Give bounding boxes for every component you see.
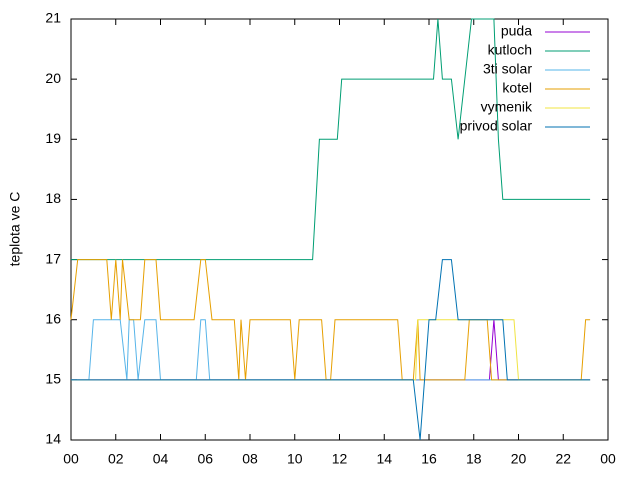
x-tick-label: 10 <box>287 451 303 467</box>
legend-label: kutloch <box>488 42 532 58</box>
y-tick-label: 14 <box>45 431 61 447</box>
series-line <box>71 259 591 441</box>
x-tick-label: 04 <box>153 451 169 467</box>
series-line <box>71 319 591 381</box>
x-tick-label: 00 <box>600 451 616 467</box>
series-line <box>70 259 591 381</box>
y-tick-label: 21 <box>45 10 61 26</box>
x-tick-label: 06 <box>197 451 213 467</box>
x-tick-label: 18 <box>466 451 482 467</box>
y-tick-label: 20 <box>45 70 61 86</box>
x-tick-label: 12 <box>332 451 348 467</box>
x-tick-label: 16 <box>421 451 437 467</box>
series-line <box>71 18 591 261</box>
y-tick-label: 17 <box>45 250 61 266</box>
y-tick-label: 18 <box>45 190 61 206</box>
series-line <box>71 319 591 381</box>
y-tick-label: 15 <box>45 371 61 387</box>
x-tick-label: 08 <box>242 451 258 467</box>
legend-label: puda <box>501 23 532 39</box>
x-tick-label: 14 <box>376 451 392 467</box>
x-tick-label: 00 <box>63 451 79 467</box>
y-tick-label: 19 <box>45 130 61 146</box>
legend-label: privod solar <box>460 118 533 134</box>
y-tick-label: 16 <box>45 310 61 326</box>
x-tick-label: 22 <box>555 451 571 467</box>
legend-label: kotel <box>502 80 532 96</box>
legend-label: 3ti solar <box>483 61 532 77</box>
legend-label: vymenik <box>481 99 533 115</box>
x-tick-label: 20 <box>511 451 527 467</box>
series-line <box>71 319 591 381</box>
y-axis-label: teplota ve C <box>7 192 23 267</box>
x-tick-label: 02 <box>108 451 124 467</box>
